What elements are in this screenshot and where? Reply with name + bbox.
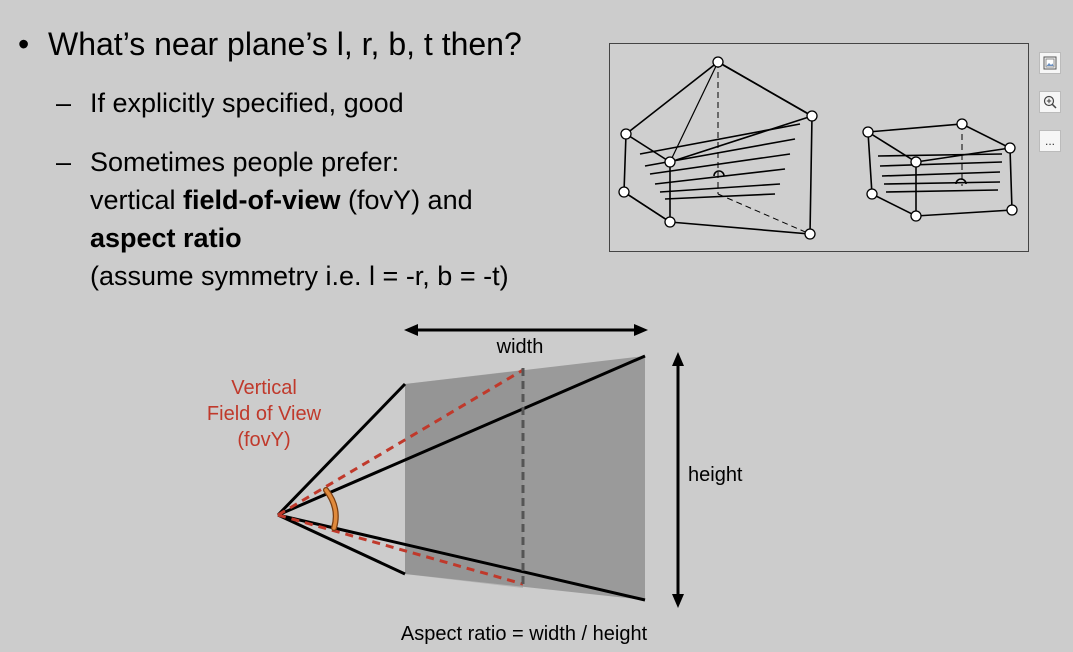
fov-dashed-lines	[277, 368, 524, 586]
sub-bullet-2: – Sometimes people prefer: vertical fiel…	[56, 143, 509, 295]
more-button[interactable]: ...	[1039, 130, 1061, 152]
image-button[interactable]	[1039, 52, 1061, 74]
frustum-thumbnail-image[interactable]	[609, 43, 1029, 252]
bullet-dot-icon: •	[18, 26, 30, 62]
fov-label-line2: Field of View	[207, 403, 322, 425]
sub-bullet-1-text: If explicitly specified, good	[90, 88, 404, 118]
fov-label-line3: (fovY)	[237, 429, 290, 451]
zoom-in-icon	[1043, 95, 1057, 109]
bullet-text: What’s near plane’s l, r, b, t then?	[48, 26, 522, 62]
sub-bullet-2-line3: aspect ratio	[90, 219, 509, 257]
width-label: width	[496, 336, 544, 358]
far-plane-shade	[405, 356, 645, 600]
more-icon: ...	[1044, 134, 1055, 148]
sub-bullet-2-line4: (assume symmetry i.e. l = -r, b = -t)	[90, 261, 509, 291]
fov-term: field-of-view	[183, 185, 341, 215]
main-bullet: • What’s near plane’s l, r, b, t then?	[18, 24, 522, 64]
frustum-lines	[276, 354, 646, 602]
zoom-in-button[interactable]	[1039, 91, 1061, 113]
sub-bullet-2-line2: vertical field-of-view (fovY) and	[90, 185, 473, 215]
fov-label-line1: Vertical	[231, 377, 297, 399]
sub-bullet-1: – If explicitly specified, good	[56, 88, 404, 118]
image-icon	[1043, 56, 1057, 70]
aspect-ratio-term: aspect ratio	[90, 223, 242, 253]
aspect-ratio-caption: Aspect ratio = width / height	[401, 623, 648, 645]
frustum-sketch	[618, 56, 1018, 240]
fov-diagram: width height Vertical Field of View (fov…	[207, 324, 743, 645]
sub-bullet-2-line1: Sometimes people prefer:	[90, 147, 400, 177]
height-label: height	[688, 464, 743, 486]
